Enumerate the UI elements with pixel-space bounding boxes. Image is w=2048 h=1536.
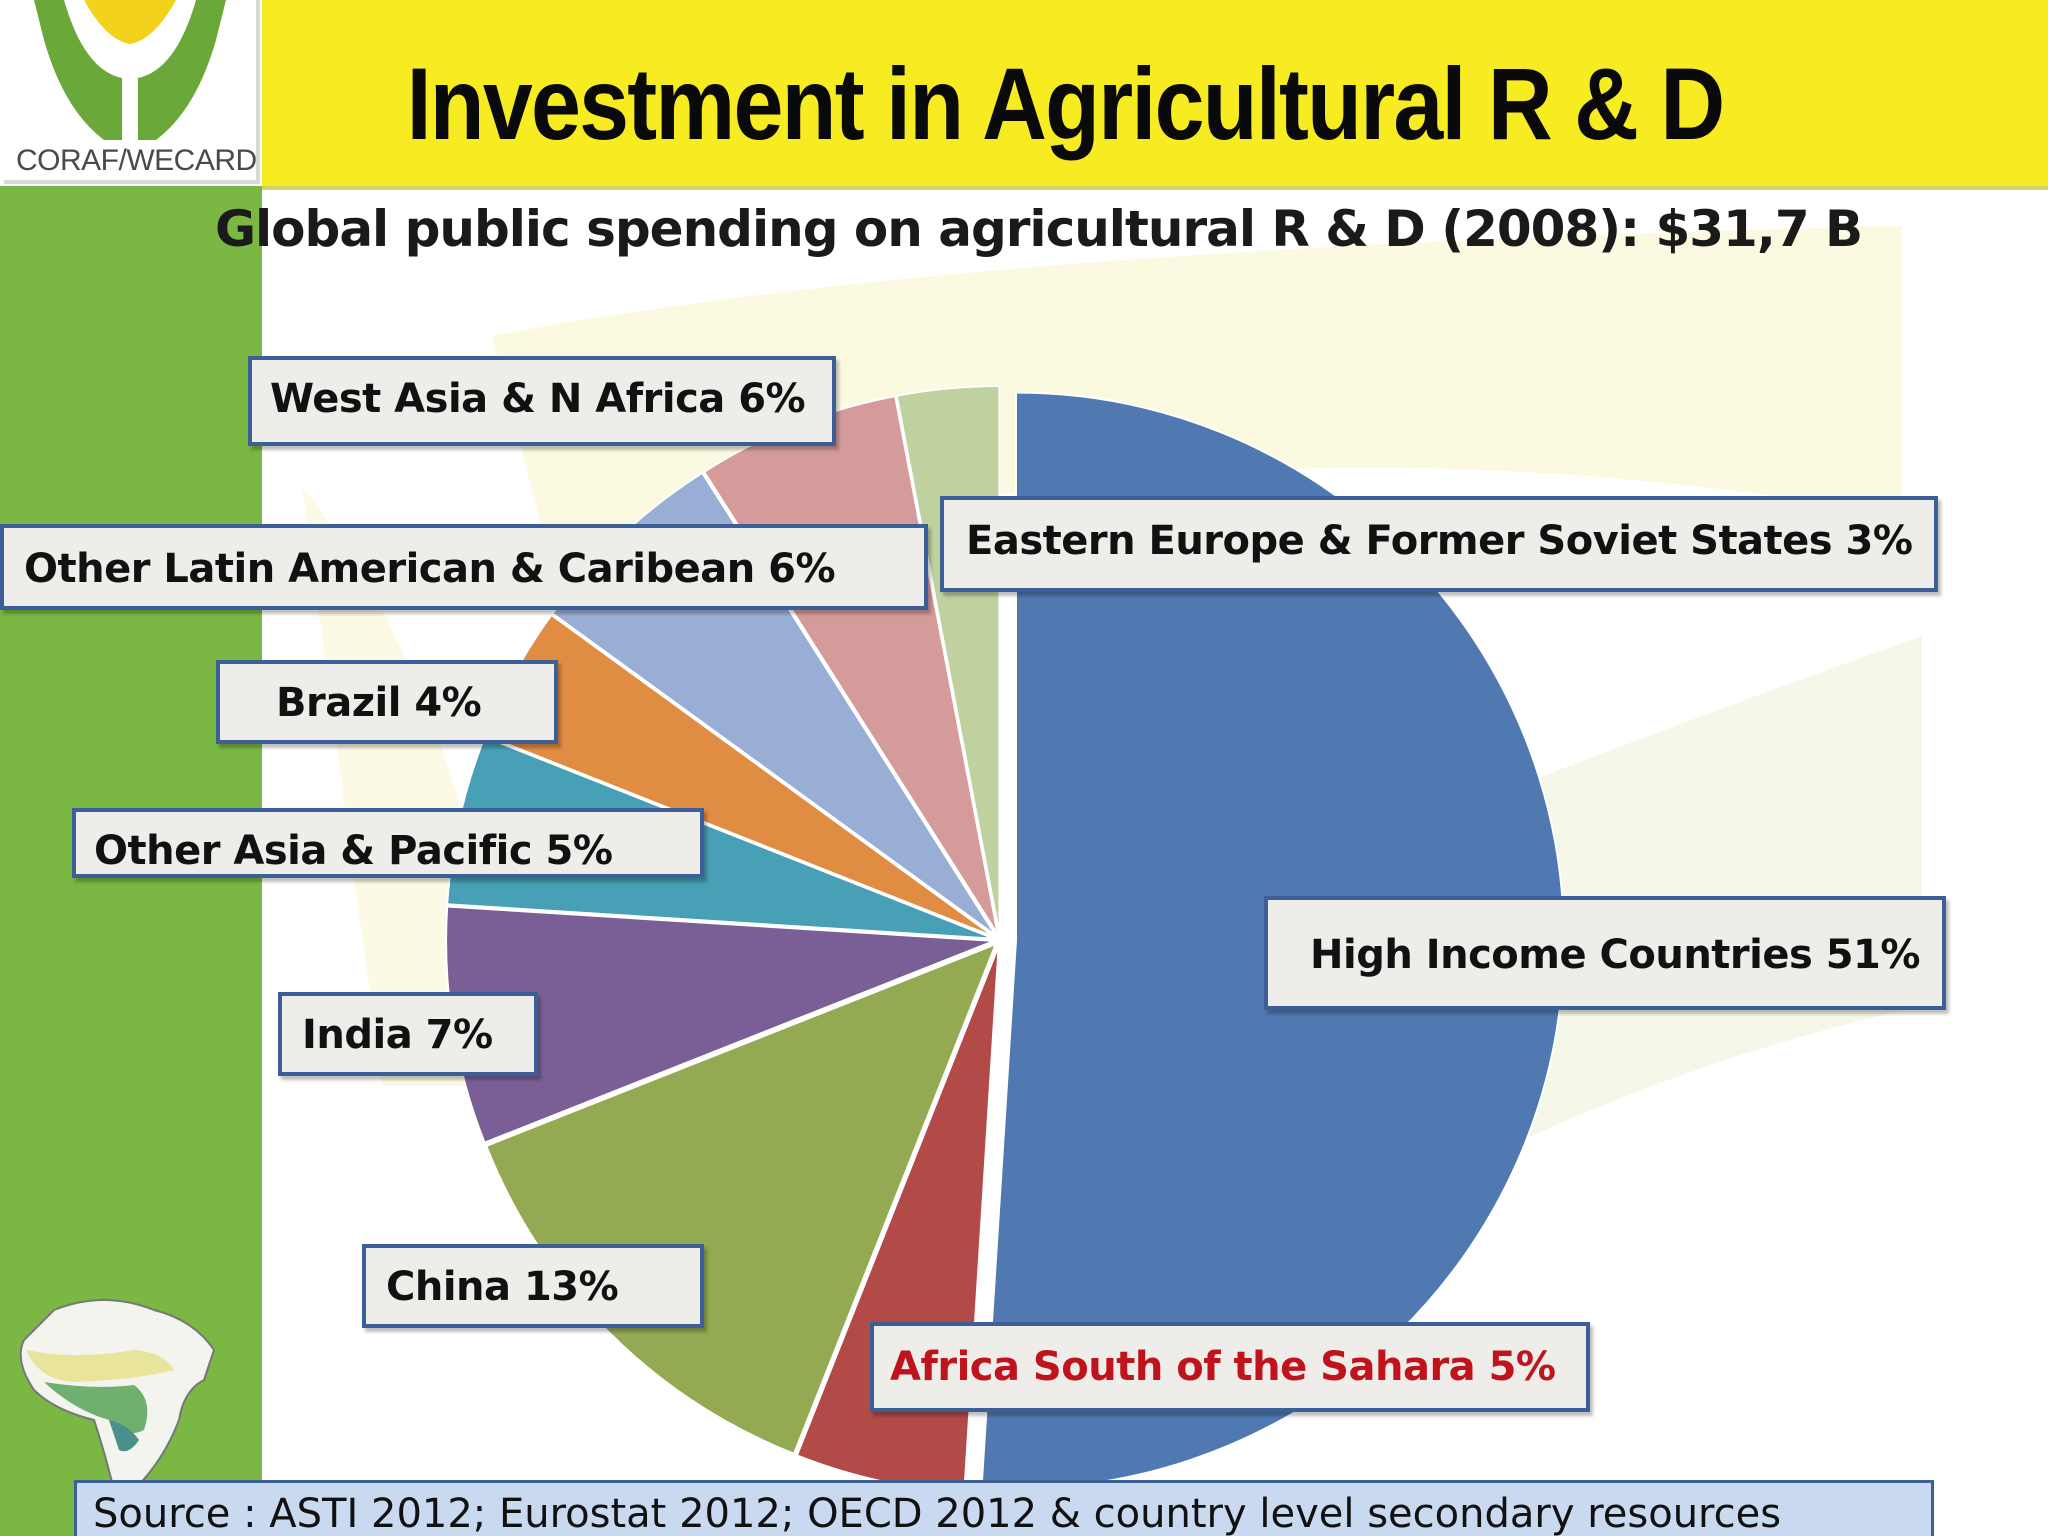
logo: CORAF/WECARD	[4, 0, 260, 184]
label-brazil: Brazil 4%	[216, 660, 558, 744]
chart-subtitle: Global public spending on agricultural R…	[215, 200, 1863, 258]
label-india-text: India 7%	[302, 1012, 493, 1058]
logo-text: CORAF/WECARD	[16, 144, 257, 177]
label-high-income: High Income Countries 51%	[1264, 896, 1946, 1010]
label-eastern-europe-text: Eastern Europe & Former Soviet States 3%	[966, 518, 1913, 564]
label-west-asia-text: West Asia & N Africa 6%	[270, 376, 806, 422]
label-west-asia: West Asia & N Africa 6%	[248, 356, 836, 446]
title-band	[262, 0, 2048, 190]
label-other-asia: Other Asia & Pacific 5%	[72, 808, 704, 878]
label-china-text: China 13%	[386, 1264, 619, 1310]
label-eastern-europe: Eastern Europe & Former Soviet States 3%	[940, 496, 1938, 592]
logo-icon	[34, 0, 226, 140]
label-other-asia-text: Other Asia & Pacific 5%	[94, 828, 613, 874]
source-note: Source : ASTI 2012; Eurostat 2012; OECD …	[74, 1480, 1934, 1536]
page-title: Investment in Agricultural R & D	[406, 47, 1726, 161]
label-india: India 7%	[278, 992, 538, 1076]
label-africa-ssa: Africa South of the Sahara 5%	[870, 1322, 1590, 1412]
africa-map-icon	[19, 1299, 216, 1491]
label-other-latam: Other Latin American & Caribean 6%	[0, 524, 928, 610]
source-text: Source : ASTI 2012; Eurostat 2012; OECD …	[93, 1491, 1782, 1536]
label-high-income-text: High Income Countries 51%	[1310, 932, 1920, 978]
label-other-latam-text: Other Latin American & Caribean 6%	[24, 546, 836, 592]
label-brazil-text: Brazil 4%	[276, 680, 482, 726]
label-africa-ssa-text: Africa South of the Sahara 5%	[890, 1344, 1556, 1390]
label-china: China 13%	[362, 1244, 704, 1328]
